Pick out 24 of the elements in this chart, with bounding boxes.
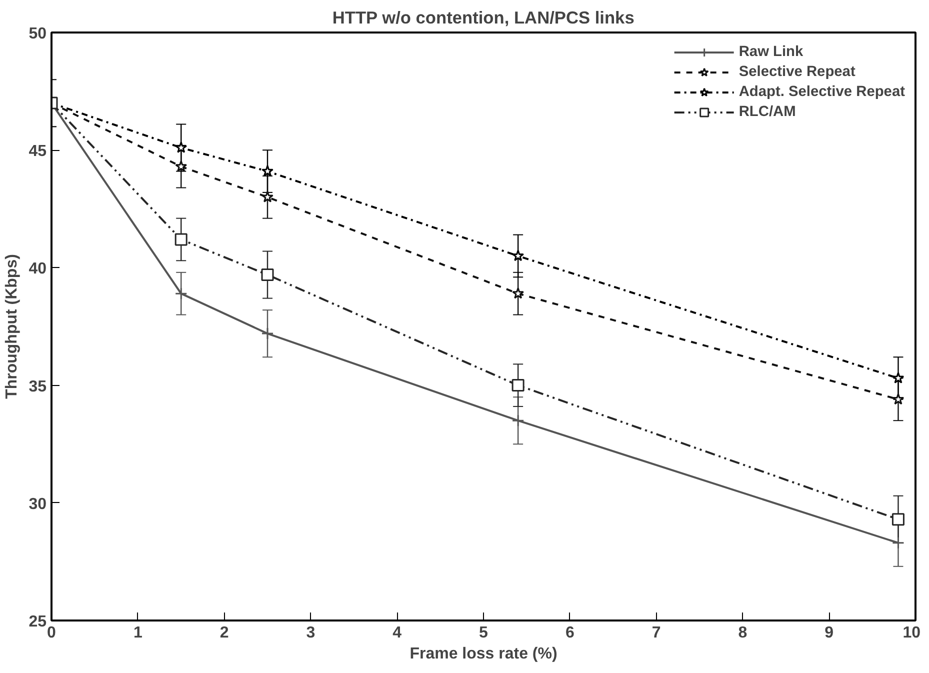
y-axis-title: Throughput (Kbps) [4,254,21,399]
x-tick-label: 4 [392,624,402,642]
x-tick-label: 8 [738,624,748,642]
x-tick-label: 6 [565,624,574,642]
x-tick-label: 10 [902,624,921,642]
x-tick-label: 0 [47,624,56,642]
x-tick-label: 1 [133,624,142,642]
chart-title: HTTP w/o contention, LAN/PCS links [332,8,634,28]
legend-label: Adapt. Selective Repeat [738,84,905,100]
y-tick-label: 25 [28,614,47,630]
x-tick-label: 3 [306,624,316,642]
x-tick-label: 7 [652,624,661,642]
y-tick-label: 45 [28,143,47,160]
legend-label: Selective Repeat [738,64,856,80]
x-tick-label: 9 [824,624,834,642]
legend-label: RLC/AM [738,104,796,120]
x-axis-title: Frame loss rate (%) [410,646,558,662]
y-tick-label: 30 [28,496,47,513]
x-tick-label: 5 [479,624,488,642]
y-tick-label: 40 [28,260,47,278]
y-tick-label: 50 [28,26,47,42]
x-tick-label: 2 [220,624,229,642]
legend-label: Raw Link [738,44,804,60]
y-tick-label: 35 [28,378,47,396]
